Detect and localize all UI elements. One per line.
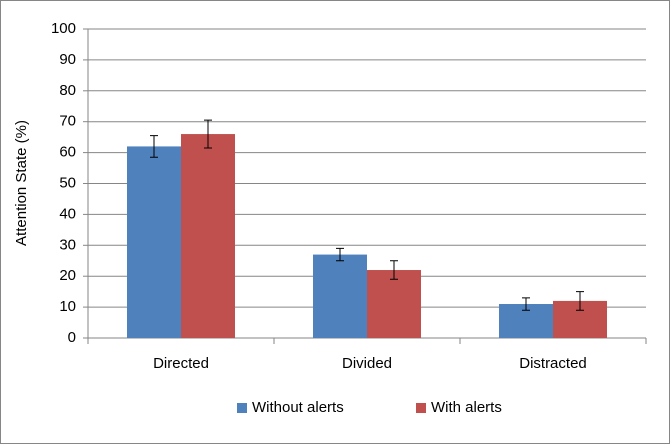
y-tick-label: 90: [59, 51, 76, 68]
y-tick-label: 20: [59, 267, 76, 284]
y-tick-label: 10: [59, 298, 76, 315]
y-tick-label: 0: [68, 329, 76, 346]
x-tick-label: Distracted: [519, 355, 587, 372]
bar: [367, 270, 421, 338]
y-tick-label: 100: [51, 20, 76, 37]
legend-swatch: [416, 403, 426, 413]
error-bar: [204, 119, 212, 149]
legend-label: Without alerts: [252, 399, 344, 416]
error-bar: [576, 291, 584, 311]
x-tick-label: Divided: [342, 355, 392, 372]
x-tick-label: Directed: [153, 355, 209, 372]
legend-label: With alerts: [431, 399, 502, 416]
y-axis-label: Attention State (%): [13, 120, 30, 246]
error-bar: [390, 260, 398, 280]
y-tick-label: 60: [59, 144, 76, 161]
bar: [127, 146, 181, 338]
y-tick-label: 50: [59, 174, 76, 191]
y-tick-label: 80: [59, 82, 76, 99]
y-tick-label: 30: [59, 236, 76, 253]
y-tick-label: 40: [59, 205, 76, 222]
legend-swatch: [237, 403, 247, 413]
error-bar: [522, 297, 530, 311]
error-bar: [336, 247, 344, 262]
bar: [181, 134, 235, 338]
error-bar: [150, 135, 158, 158]
bar: [313, 254, 367, 338]
y-tick-label: 70: [59, 113, 76, 130]
